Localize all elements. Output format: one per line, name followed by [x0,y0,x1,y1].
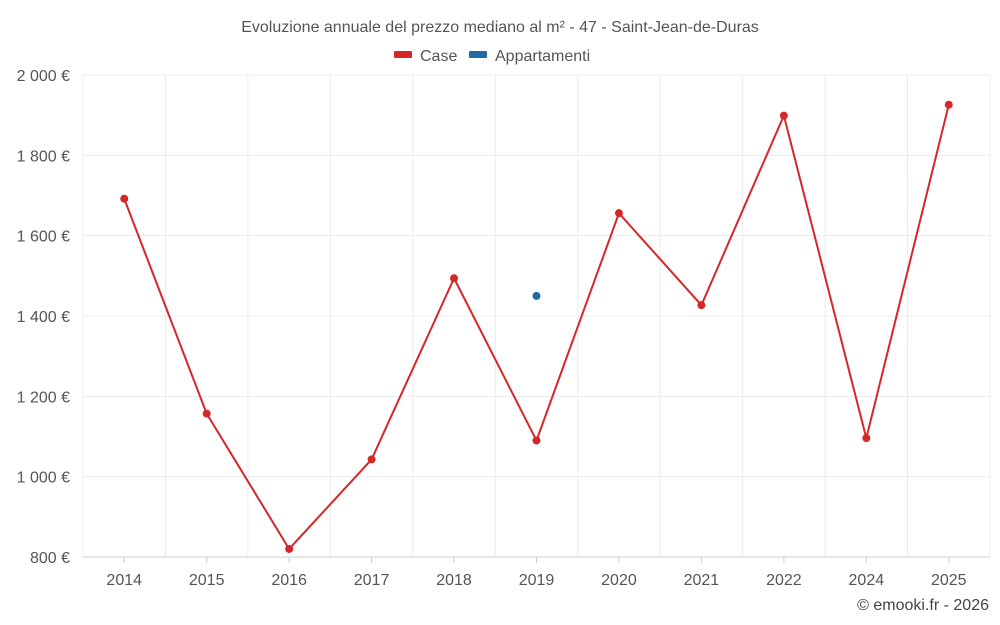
data-point-case [697,301,706,310]
x-axis: 2014 2015 2016 2017 2018 2019 2020 2021 2022 2024… [83,556,990,589]
x-tick-label: 2015 [189,572,225,589]
y-tick-label: 1 600 € [17,229,70,246]
data-point-case [532,436,541,445]
y-tick-label: 1 800 € [17,148,70,165]
data-point-case [450,274,459,283]
x-tick-label: 2020 [601,572,637,589]
data-point-case [285,544,294,553]
series-points [120,100,953,553]
data-point-case [944,100,953,109]
data-point-case [862,434,871,443]
x-tick-label: 2016 [271,572,307,589]
grid [82,74,991,557]
legend: Case Appartamenti [394,48,590,65]
legend-swatch-case [394,51,412,58]
chart-title: Evoluzione annuale del prezzo mediano al… [241,19,759,36]
credit-text: © emooki.fr - 2026 [857,597,989,614]
legend-label-appartamenti: Appartamenti [495,48,590,65]
x-tick-label: 2024 [849,572,885,589]
legend-swatch-appartamenti [469,51,487,58]
x-tick-label: 2014 [106,572,142,589]
data-point-case [614,209,623,218]
legend-item-appartamenti[interactable]: Appartamenti [469,48,590,65]
x-tick-label: 2019 [519,572,555,589]
y-tick-label: 1 000 € [17,470,70,487]
data-point-appartamenti [532,291,541,300]
legend-label-case: Case [420,48,457,65]
y-tick-label: 2 000 € [17,68,70,85]
x-tick-label: 2021 [684,572,720,589]
y-tick-label: 1 400 € [17,309,70,326]
y-tick-label: 800 € [30,550,70,567]
legend-item-case[interactable]: Case [394,48,457,65]
x-tick-label: 2022 [766,572,802,589]
x-tick-label: 2017 [354,572,390,589]
x-tick-label: 2018 [436,572,472,589]
y-tick-label: 1 200 € [17,389,70,406]
data-point-case [367,455,376,464]
y-axis: 800 € 1 000 € 1 200 € 1 400 € 1 600 € 1 800 €… [17,68,70,567]
x-tick-label: 2025 [931,572,967,589]
data-point-case [120,194,129,203]
data-point-case [779,111,788,120]
data-point-case [202,409,211,418]
